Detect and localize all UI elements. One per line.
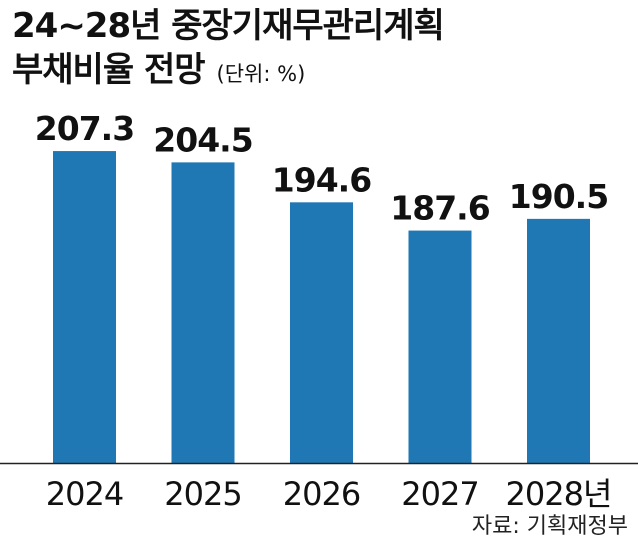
chart-subtitle: 부채비율 전망 xyxy=(12,50,206,90)
bar-2028년 xyxy=(527,218,590,463)
x-tick-label-2026: 2026 xyxy=(283,475,360,513)
source-note: 자료: 기획재정부 xyxy=(471,514,628,539)
bar-2026 xyxy=(290,202,353,463)
data-label-2025: 204.5 xyxy=(153,120,252,159)
bar-2027 xyxy=(408,230,472,463)
unit-label: (단위: %) xyxy=(216,62,306,86)
chart-subtitle-row: 부채비율 전망 (단위: %) xyxy=(12,48,444,96)
data-label-2024: 207.3 xyxy=(35,109,134,148)
x-tick-label-2024: 2024 xyxy=(46,475,123,513)
chart-title-block: 24~28년 중장기재무관리계획 부채비율 전망 (단위: %) xyxy=(12,4,445,96)
chart-title: 24~28년 중장기재무관리계획 xyxy=(12,6,445,46)
x-tick-label-2027: 2027 xyxy=(401,475,478,513)
data-label-2027: 187.6 xyxy=(390,189,489,228)
data-label-2026: 194.6 xyxy=(272,160,371,199)
bar-2024 xyxy=(53,151,116,463)
bar-2025 xyxy=(171,162,235,463)
data-label-2028년: 190.5 xyxy=(509,177,608,216)
x-tick-label-2025: 2025 xyxy=(164,475,241,513)
x-tick-label-2028년: 2028년 xyxy=(506,475,612,513)
